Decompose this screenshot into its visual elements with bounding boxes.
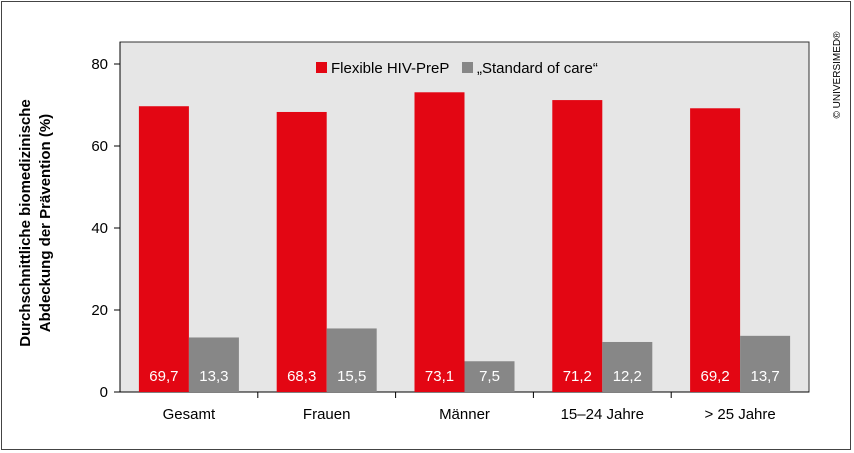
bar-value-label: 71,2 <box>563 368 592 385</box>
category-labels: Gesamt Frauen Männer 15–24 Jahre > 25 Jahre <box>163 406 776 423</box>
y-axis-title-line2: Abdeckung der Prävention (%) <box>37 114 54 332</box>
bar <box>690 108 741 392</box>
y-tick-label: 40 <box>91 220 108 237</box>
legend-label: Flexible HIV-PreP <box>331 60 449 77</box>
copyright-text: © UNIVERSIMED® <box>832 31 843 119</box>
legend-swatch <box>462 62 473 73</box>
x-tick-label: Frauen <box>303 406 351 423</box>
bar-value-label: 13,3 <box>199 368 228 385</box>
bar-value-label: 15,5 <box>337 368 366 385</box>
bar <box>276 111 327 392</box>
bars-group: 69,7 13,3 68,3 15,5 73,1 7,5 71,2 12,2 69,2 13,7 <box>138 92 791 392</box>
axes: 0 20 40 60 80 <box>91 42 809 401</box>
y-tick-label: 60 <box>91 138 108 155</box>
y-tick-label: 0 <box>100 384 108 401</box>
x-tick-label: Gesamt <box>163 406 216 423</box>
x-tick-label: > 25 Jahre <box>704 406 775 423</box>
bar-value-label: 7,5 <box>479 368 500 385</box>
bar <box>552 100 603 392</box>
bar-value-label: 69,7 <box>149 368 178 385</box>
legend-label: „Standard of care“ <box>477 60 598 77</box>
y-axis-title-line1: Durchschnittliche biomedizinische <box>17 99 34 347</box>
bar <box>326 328 377 392</box>
y-tick-label: 80 <box>91 56 108 73</box>
bar-value-label: 12,2 <box>613 368 642 385</box>
bar <box>188 337 239 392</box>
bar-value-label: 68,3 <box>287 368 316 385</box>
bar-value-label: 69,2 <box>700 368 729 385</box>
bar-value-label: 73,1 <box>425 368 454 385</box>
legend-swatch <box>316 62 327 73</box>
x-tick-label: 15–24 Jahre <box>561 406 644 423</box>
bar <box>740 335 791 392</box>
y-tick-label: 20 <box>91 302 108 319</box>
bar <box>602 341 653 392</box>
bar-value-label: 13,7 <box>750 368 779 385</box>
x-tick-label: Männer <box>439 406 490 423</box>
legend: Flexible HIV-PreP „Standard of care“ <box>316 60 598 77</box>
bar <box>138 106 189 392</box>
bar <box>464 361 515 392</box>
y-axis-title: Durchschnittliche biomedizinische Abdeck… <box>17 99 54 347</box>
bar <box>414 92 465 392</box>
